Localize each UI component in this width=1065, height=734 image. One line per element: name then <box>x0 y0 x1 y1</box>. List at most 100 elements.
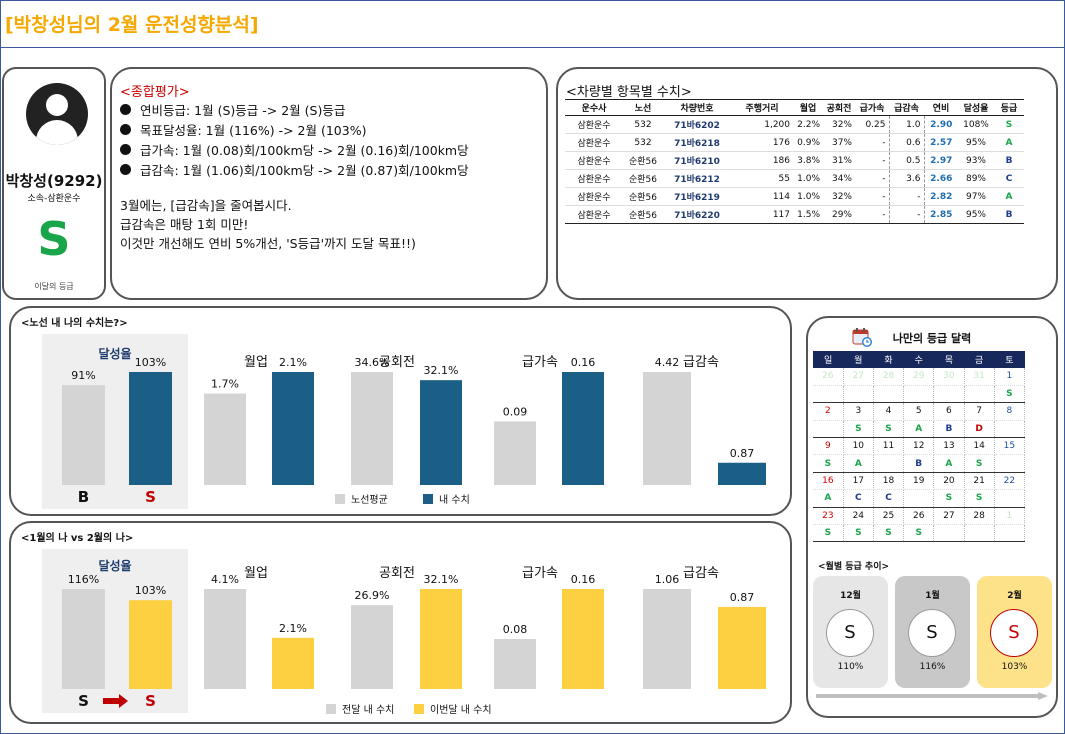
calendar-day: 4 <box>873 402 905 421</box>
calendar-day: 31 <box>964 368 995 386</box>
calendar-grade: B <box>903 454 935 473</box>
calendar-grade: S <box>964 454 995 473</box>
calendar-grade <box>873 454 905 473</box>
table-cell: 1.0% <box>793 187 823 206</box>
table-cell: 34% <box>823 169 855 188</box>
month-comparison-panel: <1월의 나 vs 2월의 나> 달성율 116% 103% S S 월업 4.1% 2.1%… <box>9 521 792 724</box>
table-cell: 29% <box>823 205 855 224</box>
calendar-date-row: 16 17 18 19 20 21 22 <box>813 472 1026 491</box>
table-cell: A <box>994 187 1024 206</box>
table-cell: 1.0% <box>793 169 823 188</box>
calendar-day: 23 <box>813 507 844 526</box>
table-cell: 71바6212 <box>663 169 731 188</box>
bullet-icon <box>120 103 131 115</box>
driver-profile-card: 박창성(9292) 소속-삼환운수 S 이달의 등급 <box>2 67 106 300</box>
table-header-cell: 노선 <box>623 99 663 116</box>
bar-a <box>643 589 691 689</box>
calendar-grade <box>873 385 905 404</box>
month-comparison-title: <1월의 나 vs 2월의 나> <box>21 533 134 544</box>
calendar-grade: B <box>933 420 965 439</box>
trend-card: 12월 S 110% <box>813 576 888 688</box>
bar-b <box>718 606 766 689</box>
bar-a <box>204 589 246 689</box>
calendar-grade-row: S <box>813 385 1026 404</box>
calendar-day: 5 <box>903 402 935 421</box>
calendar-grade: S <box>933 489 965 508</box>
bar-a <box>62 385 105 485</box>
table-cell: 532 <box>623 133 663 152</box>
calendar-grade <box>964 524 995 543</box>
bar-a <box>62 589 105 689</box>
table-cell: 32% <box>823 115 855 134</box>
legend-label: 전달 내 수치 <box>342 704 394 716</box>
trend-percent: 110% <box>837 662 864 672</box>
bullet-icon <box>120 123 131 135</box>
calendar-grade <box>933 385 965 404</box>
weekday-header: 월 <box>843 351 874 368</box>
table-cell: 1.5% <box>793 205 823 224</box>
bar-value-label: 1.06 <box>655 573 680 586</box>
bar-b <box>129 372 172 485</box>
advice-line: 3월에는, [급감속]을 줄여봅시다. <box>120 198 292 213</box>
calendar-grade: A <box>843 454 874 473</box>
bar-a <box>643 372 691 485</box>
bar-value-label: 0.09 <box>503 405 528 418</box>
advice-line: 급감속은 매탕 1회 미만! <box>120 217 249 232</box>
trend-percent: 103% <box>1001 662 1028 672</box>
table-cell: - <box>889 205 925 224</box>
table-cell: 순환56 <box>623 169 663 188</box>
bullet-item: 목표달성율: 1월 (116%) -> 2월 (103%) <box>120 119 469 139</box>
bar-value-label: 2.1% <box>279 356 307 369</box>
legend-swatch <box>335 494 345 504</box>
calendar-day: 11 <box>873 437 905 456</box>
vehicle-metrics-table: 운수사 노선 차량번호 주행거리 월업 공회전 급가속 급감속 연비 달성율 등급 삼환운수 532 7… <box>565 99 1024 224</box>
calendar-grade <box>994 454 1026 473</box>
bar-b <box>272 372 314 485</box>
vehicle-metrics-title: <차량별 항목별 수치> <box>566 85 692 100</box>
bullet-item: 급가속: 1월 (0.08)회/100km당 -> 2월 (0.16)회/100… <box>120 139 469 159</box>
table-cell: 1,200 <box>731 115 793 134</box>
table-cell: 2.90 <box>924 115 958 134</box>
calendar-grade <box>964 385 995 404</box>
calendar-day: 8 <box>994 402 1026 421</box>
table-header-cell: 등급 <box>994 99 1024 116</box>
calendar-icon <box>852 328 872 347</box>
table-cell: 3.8% <box>793 151 823 170</box>
table-cell: - <box>855 187 890 206</box>
bar-a <box>494 639 536 689</box>
panel-label: 월업 <box>244 566 268 581</box>
bar-b <box>420 589 462 689</box>
weekday-header: 수 <box>903 351 934 368</box>
legend-label: 내 수치 <box>439 494 470 506</box>
calendar-day: 6 <box>933 402 965 421</box>
table-cell: 532 <box>623 115 663 134</box>
bar-b <box>562 372 604 485</box>
trend-month-label: 12월 <box>840 591 861 601</box>
calendar-grade <box>933 524 965 543</box>
calendar-grade: A <box>933 454 965 473</box>
calendar-day: 28 <box>964 507 995 526</box>
bar-value-label: 1.7% <box>211 378 239 391</box>
route-comparison-title: <노선 내 나의 수치는?> <box>21 318 128 329</box>
table-cell: 2.66 <box>924 169 958 188</box>
calendar-grade <box>813 385 844 404</box>
table-cell: 2.97 <box>924 151 958 170</box>
calendar-day: 27 <box>843 368 874 386</box>
bar-b <box>272 637 314 689</box>
calendar-grade: S <box>903 524 935 543</box>
calendar-title: 나만의 등급 달력 <box>892 332 972 345</box>
table-header-cell: 운수사 <box>565 99 623 116</box>
calendar-day: 29 <box>903 368 935 386</box>
calendar-grade: S <box>843 420 874 439</box>
bar-value-label: 32.1% <box>424 573 459 586</box>
evaluation-bullets: 연비등급: 1월 (S)등급 -> 2월 (S)등급 목표달성율: 1월 (11… <box>120 99 469 179</box>
weekday-header: 토 <box>994 351 1025 368</box>
bar-value-label: 103% <box>135 584 166 597</box>
table-cell: 1.0 <box>889 115 925 134</box>
calendar-grade <box>813 420 844 439</box>
table-cell: 2.82 <box>924 187 958 206</box>
bar-a <box>494 421 536 485</box>
